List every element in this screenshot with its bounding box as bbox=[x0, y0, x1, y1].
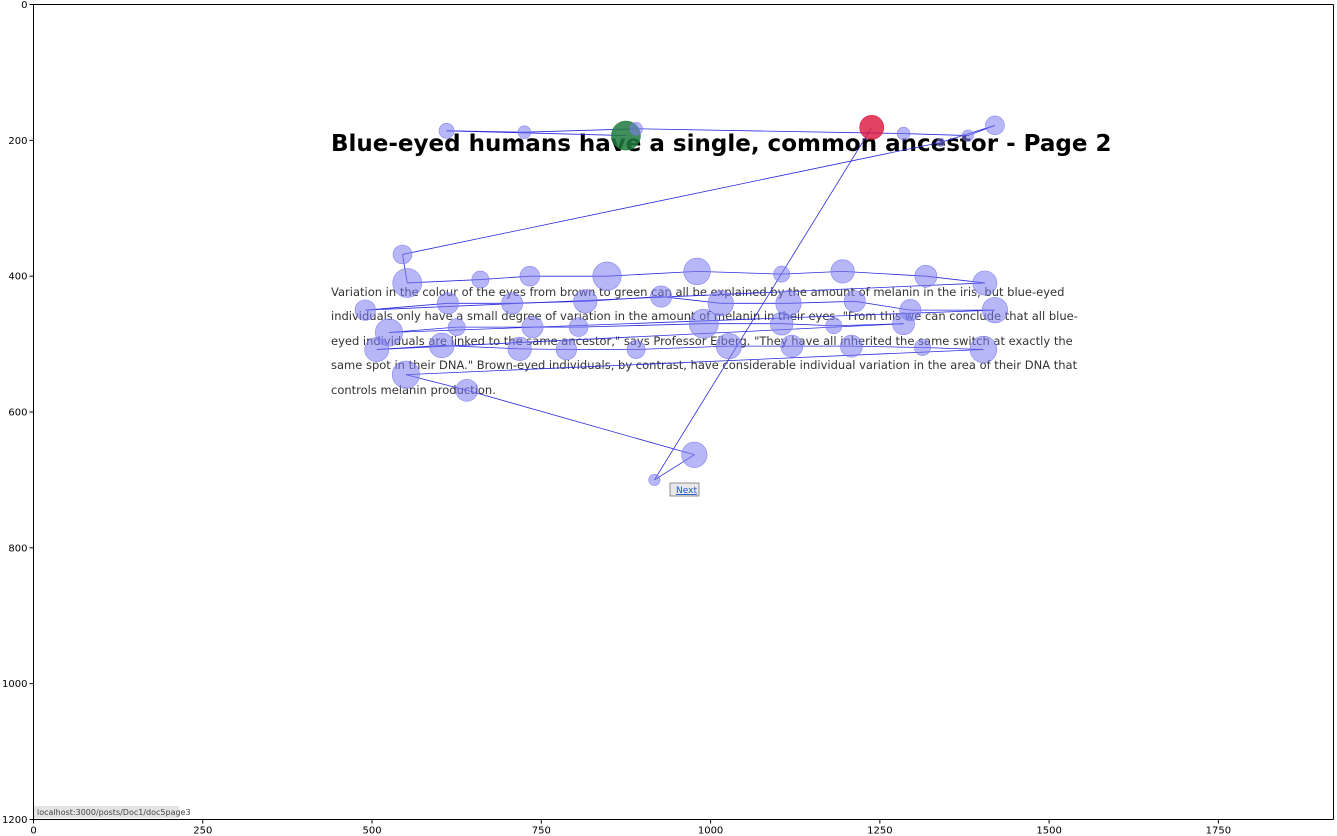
fixation-point bbox=[392, 244, 413, 265]
scanpath-segment bbox=[441, 345, 520, 350]
fixation-point bbox=[689, 308, 719, 339]
fixation-point bbox=[521, 316, 544, 339]
page-heading: Blue-eyed humans have a single, common a… bbox=[331, 131, 1111, 157]
scanpath-segment bbox=[636, 128, 904, 134]
paragraph-line-5: controls melanin production. bbox=[331, 383, 496, 397]
x-ticks: 0 250 500 750 1000 1250 1500 1750 bbox=[30, 819, 1231, 836]
fixation-point bbox=[715, 333, 742, 360]
fixation-point bbox=[825, 317, 843, 335]
scanpath-segment bbox=[405, 349, 984, 376]
fixation-point bbox=[650, 285, 673, 308]
scanpath-segment bbox=[365, 302, 448, 311]
scanpath-segment bbox=[365, 282, 985, 311]
x-tick-label: 0 bbox=[30, 826, 36, 836]
scanpath-segment bbox=[585, 296, 662, 302]
fixation-point bbox=[892, 312, 915, 336]
fixation-point bbox=[981, 297, 1008, 324]
fixation-point bbox=[769, 312, 794, 336]
fixation-point bbox=[568, 317, 589, 337]
scanpath-segment bbox=[466, 389, 695, 456]
scanpath-segment bbox=[697, 271, 782, 275]
fixation-point bbox=[896, 126, 911, 141]
scanpath-segment bbox=[636, 345, 729, 350]
plot-background bbox=[33, 4, 1334, 820]
fixation-point bbox=[843, 290, 866, 313]
fixation-point bbox=[455, 378, 479, 402]
fixation-point bbox=[519, 266, 540, 287]
y-ticks: 0 200 400 600 800 1000 1200 bbox=[2, 0, 34, 826]
fixation-point bbox=[471, 270, 490, 289]
scanpath-segment bbox=[654, 127, 873, 481]
fixation-point bbox=[830, 259, 855, 284]
fixation-point bbox=[914, 339, 931, 356]
fixation-point bbox=[840, 334, 863, 358]
scanpath-segment bbox=[606, 271, 698, 277]
x-tick-label: 1000 bbox=[698, 826, 723, 836]
y-tick-label: 600 bbox=[8, 408, 27, 419]
fixation-point bbox=[780, 334, 804, 358]
fixation-point bbox=[364, 337, 390, 362]
fixation-point bbox=[972, 270, 998, 296]
x-tick-label: 750 bbox=[532, 826, 551, 836]
status-bar bbox=[34, 806, 179, 818]
x-tick-label: 250 bbox=[193, 826, 212, 836]
fixation-point bbox=[914, 264, 938, 288]
fixation-point bbox=[626, 340, 646, 359]
x-tick-label: 500 bbox=[362, 826, 381, 836]
x-tick-label: 1500 bbox=[1036, 826, 1061, 836]
x-tick-label: 1750 bbox=[1206, 826, 1231, 836]
y-tick-label: 800 bbox=[8, 543, 27, 554]
fixation-point bbox=[555, 338, 577, 361]
y-tick-label: 200 bbox=[8, 136, 27, 147]
y-tick-label: 1200 bbox=[2, 815, 27, 826]
fixation-point bbox=[391, 360, 420, 389]
fixation-point bbox=[681, 441, 708, 468]
fixation-point bbox=[648, 473, 661, 486]
scanpath-segment bbox=[376, 323, 904, 350]
scanpath-segment bbox=[842, 271, 926, 277]
y-tick-label: 0 bbox=[21, 0, 27, 11]
fixation-point bbox=[436, 292, 459, 315]
next-button-box[interactable] bbox=[669, 482, 700, 497]
fixation-point bbox=[629, 122, 643, 136]
fixation-point bbox=[501, 292, 524, 315]
y-tick-label: 1000 bbox=[2, 679, 27, 690]
fixation-point bbox=[683, 257, 711, 286]
fixation-point bbox=[354, 299, 376, 321]
fixation-circles bbox=[354, 115, 1008, 486]
fixation-point bbox=[507, 336, 532, 361]
fixation-point bbox=[438, 122, 455, 139]
fixation-point bbox=[592, 261, 622, 291]
scanpath-segment bbox=[903, 133, 968, 136]
paragraph-line-4: same spot in their DNA." Brown-eyed indi… bbox=[331, 358, 1078, 372]
fixation-point bbox=[429, 332, 455, 359]
next-button[interactable]: Next bbox=[676, 486, 697, 496]
status-url: localhost:3000/posts/Doc1/doc5page3 bbox=[37, 808, 191, 817]
scanpath-segment bbox=[851, 345, 923, 348]
fixation-point bbox=[985, 115, 1005, 136]
fixation-point bbox=[447, 318, 466, 336]
fixation-point bbox=[969, 335, 998, 364]
scanpath-segment bbox=[578, 323, 704, 328]
scanpath-segment bbox=[512, 300, 586, 304]
fixation-point bbox=[392, 268, 423, 298]
fixation-point bbox=[573, 289, 598, 314]
fixation-point bbox=[773, 265, 791, 283]
x-tick-label: 1250 bbox=[867, 826, 892, 836]
scanpath-segment bbox=[446, 130, 525, 133]
fixation-point bbox=[517, 125, 532, 139]
fixation-point bbox=[707, 290, 734, 317]
fixation-point bbox=[936, 138, 946, 147]
fixation-point bbox=[961, 129, 974, 142]
fixation-end-point bbox=[859, 115, 885, 140]
y-tick-label: 400 bbox=[8, 272, 27, 283]
